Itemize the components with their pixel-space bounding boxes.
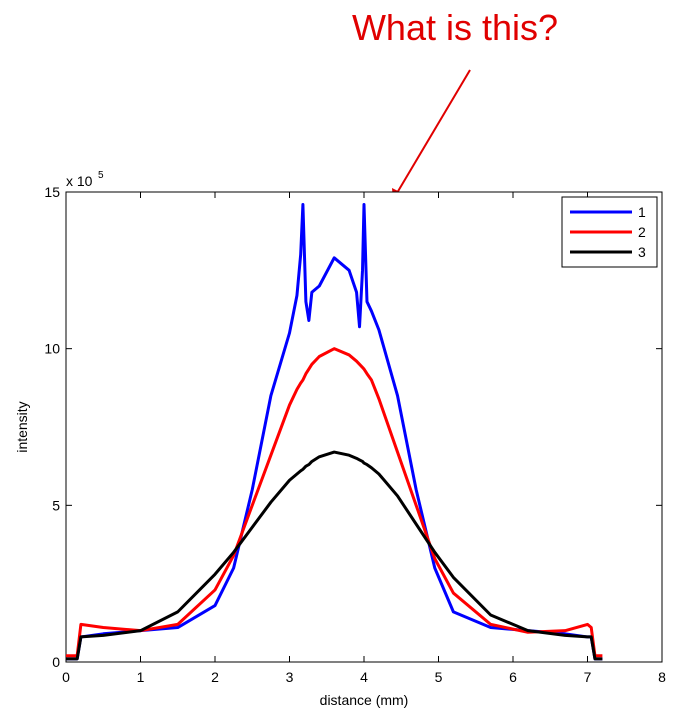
x-tick-label: 7: [584, 669, 592, 685]
x-tick-label: 1: [137, 669, 145, 685]
legend-label: 2: [638, 224, 646, 240]
y-axis-label: intensity: [14, 401, 30, 452]
y-scale-label: x 10: [66, 173, 93, 189]
x-tick-label: 3: [286, 669, 294, 685]
y-scale-exponent: 5: [98, 170, 104, 181]
y-tick-label: 5: [52, 497, 60, 513]
legend-label: 1: [638, 204, 646, 220]
x-tick-label: 8: [658, 669, 666, 685]
x-tick-label: 6: [509, 669, 517, 685]
x-axis-label: distance (mm): [320, 692, 409, 708]
x-tick-label: 4: [360, 669, 368, 685]
annotation: What is this?: [352, 7, 558, 48]
x-tick-label: 2: [211, 669, 219, 685]
x-tick-label: 5: [435, 669, 443, 685]
y-tick-label: 15: [44, 184, 60, 200]
series-line: [66, 450, 603, 661]
series-line: [66, 203, 603, 661]
y-tick-label: 10: [44, 341, 60, 357]
x-tick-label: 0: [62, 669, 70, 685]
y-tick-label: 0: [52, 654, 60, 670]
series-line: [66, 347, 603, 658]
annotation-arrow: [396, 69, 471, 194]
legend-label: 3: [638, 244, 646, 260]
